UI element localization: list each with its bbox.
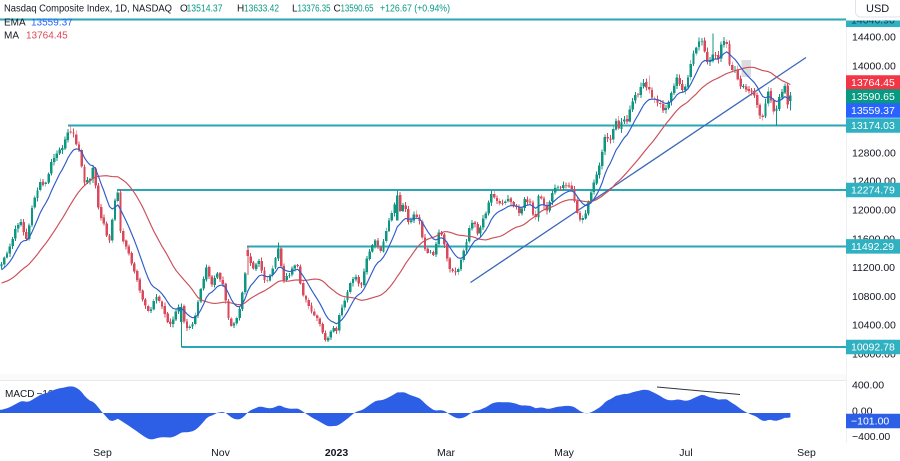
svg-text:13633.42: 13633.42 xyxy=(244,4,279,15)
svg-text:12274.79: 12274.79 xyxy=(851,185,895,197)
svg-text:13590.65: 13590.65 xyxy=(341,4,374,15)
svg-text:Jul: Jul xyxy=(679,447,692,459)
svg-text:May: May xyxy=(554,447,575,459)
svg-text:12800.00: 12800.00 xyxy=(852,148,896,160)
svg-text:14000.00: 14000.00 xyxy=(852,61,896,73)
svg-text:10800.00: 10800.00 xyxy=(852,291,896,303)
svg-text:13764.45: 13764.45 xyxy=(26,31,68,42)
svg-text:12000.00: 12000.00 xyxy=(852,205,896,217)
svg-text:2023: 2023 xyxy=(325,447,349,459)
svg-text:11200.00: 11200.00 xyxy=(852,262,895,274)
svg-text:C: C xyxy=(334,4,341,15)
svg-text:13376.35: 13376.35 xyxy=(298,4,331,15)
svg-text:Sep: Sep xyxy=(797,447,816,459)
svg-text:Nov: Nov xyxy=(211,447,230,459)
svg-text:13174.03: 13174.03 xyxy=(851,120,895,132)
svg-text:14400.00: 14400.00 xyxy=(852,32,896,44)
svg-text:H: H xyxy=(237,4,244,15)
svg-text:400.00: 400.00 xyxy=(852,380,884,392)
svg-text:MA: MA xyxy=(4,31,19,42)
svg-text:MACD: MACD xyxy=(5,389,34,400)
svg-text:13559.37: 13559.37 xyxy=(31,18,73,29)
svg-text:13590.65: 13590.65 xyxy=(851,91,895,103)
svg-text:Nasdaq Composite Index, 1D, NA: Nasdaq Composite Index, 1D, NASDAQ xyxy=(4,4,172,15)
svg-text:L: L xyxy=(292,4,298,15)
svg-text:10400.00: 10400.00 xyxy=(852,320,896,332)
svg-text:Sep: Sep xyxy=(93,447,112,459)
svg-text:+126.67 (+0.94%): +126.67 (+0.94%) xyxy=(380,4,450,15)
svg-text:O: O xyxy=(180,4,188,15)
svg-text:13764.45: 13764.45 xyxy=(851,77,895,89)
svg-text:EMA: EMA xyxy=(4,18,26,29)
svg-text:13514.37: 13514.37 xyxy=(187,4,223,15)
svg-text:13559.37: 13559.37 xyxy=(851,105,895,117)
svg-text:10092.78: 10092.78 xyxy=(851,342,895,354)
svg-text:Mar: Mar xyxy=(437,447,456,459)
svg-text:USD: USD xyxy=(866,3,889,15)
svg-text:11492.29: 11492.29 xyxy=(851,241,894,253)
svg-text:−400.00: −400.00 xyxy=(852,431,890,443)
svg-text:−101.00: −101.00 xyxy=(851,416,889,428)
